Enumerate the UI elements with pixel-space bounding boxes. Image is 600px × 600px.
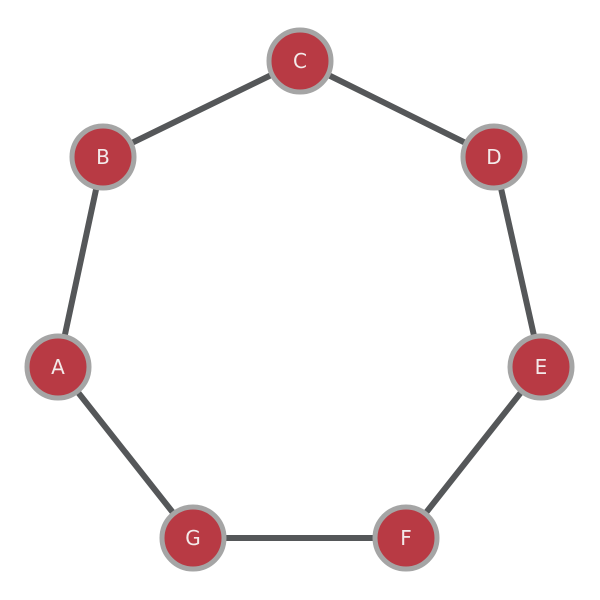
edge-a-b [55,154,106,370]
node-circle [24,333,92,401]
node-circle [266,27,334,95]
graph-nodes: A B C D E F G [24,27,575,572]
node-a: A [24,333,92,401]
node-label: D [486,145,501,169]
edge-d-e [491,154,544,370]
edge-e-f [403,364,544,541]
edge-b-c [100,58,303,160]
node-d: D [460,123,528,191]
node-circle [372,504,440,572]
node-label: C [293,49,307,73]
node-c: C [266,27,334,95]
edge-g-a [55,364,196,541]
node-b: B [69,123,137,191]
node-label: A [51,355,65,379]
node-f: F [372,504,440,572]
node-g: G [159,504,227,572]
node-e: E [507,333,575,401]
node-label: B [96,145,110,169]
graph-edges [55,58,544,541]
node-label: G [185,526,201,550]
node-circle [460,123,528,191]
node-circle [159,504,227,572]
node-circle [507,333,575,401]
node-label: F [400,526,412,550]
node-circle [69,123,137,191]
node-label: E [535,355,548,379]
edge-c-d [297,58,497,160]
